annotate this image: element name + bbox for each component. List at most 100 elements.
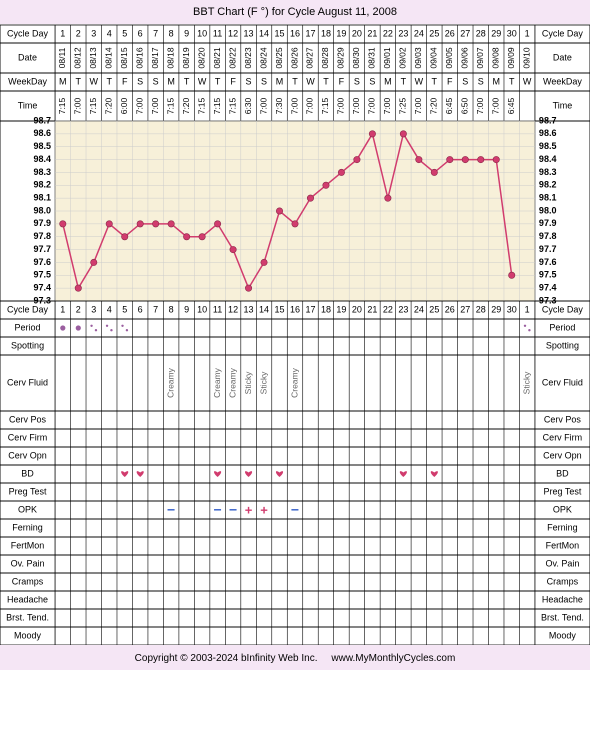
- svg-text:M: M: [167, 76, 175, 86]
- svg-text:OPK: OPK: [18, 504, 37, 514]
- svg-text:WeekDay: WeekDay: [8, 76, 47, 86]
- svg-text:Cerv Firm: Cerv Firm: [8, 432, 48, 442]
- svg-text:FertMon: FertMon: [11, 540, 45, 550]
- svg-text:08/11: 08/11: [57, 47, 67, 68]
- svg-text:98.2: 98.2: [34, 180, 52, 190]
- svg-text:W: W: [90, 76, 99, 86]
- svg-text:6:45: 6:45: [444, 97, 454, 114]
- svg-text:15: 15: [275, 304, 285, 314]
- svg-text:S: S: [478, 76, 484, 86]
- svg-text:Moody: Moody: [549, 630, 577, 640]
- svg-text:−: −: [291, 502, 299, 518]
- svg-text:20: 20: [352, 28, 362, 38]
- svg-text:Spotting: Spotting: [11, 340, 44, 350]
- svg-text:6:45: 6:45: [506, 97, 516, 114]
- svg-text:9: 9: [184, 304, 189, 314]
- svg-text:08/23: 08/23: [243, 47, 253, 69]
- svg-text:Cramps: Cramps: [547, 576, 579, 586]
- svg-text:26: 26: [445, 28, 455, 38]
- svg-text:7:00: 7:00: [367, 97, 377, 114]
- svg-text:08/29: 08/29: [336, 47, 346, 69]
- chart-container: BBT Chart (F °) for Cycle August 11, 200…: [0, 0, 590, 670]
- svg-text:OPK: OPK: [553, 504, 572, 514]
- svg-text:Creamy: Creamy: [227, 367, 237, 398]
- svg-text:S: S: [153, 76, 159, 86]
- svg-text:08/22: 08/22: [227, 47, 237, 69]
- svg-text:3: 3: [91, 304, 96, 314]
- svg-text:1: 1: [525, 28, 530, 38]
- svg-text:7:00: 7:00: [134, 97, 144, 114]
- svg-text:W: W: [198, 76, 207, 86]
- svg-text:1: 1: [525, 304, 530, 314]
- svg-text:Cramps: Cramps: [12, 576, 44, 586]
- svg-text:97.8: 97.8: [34, 231, 52, 241]
- svg-text:W: W: [306, 76, 315, 86]
- svg-text:09/10: 09/10: [521, 47, 531, 69]
- svg-text:Creamy: Creamy: [165, 367, 175, 398]
- svg-text:7:00: 7:00: [382, 97, 392, 114]
- svg-text:Brst. Tend.: Brst. Tend.: [6, 612, 49, 622]
- svg-text:8: 8: [169, 304, 174, 314]
- svg-text:97.9: 97.9: [539, 218, 557, 228]
- svg-text:97.8: 97.8: [539, 231, 557, 241]
- svg-text:09/02: 09/02: [398, 47, 408, 69]
- svg-text:08/25: 08/25: [274, 47, 284, 69]
- svg-text:21: 21: [367, 304, 377, 314]
- svg-text:29: 29: [491, 304, 501, 314]
- svg-text:98.6: 98.6: [539, 128, 557, 138]
- svg-text:08/21: 08/21: [212, 47, 222, 69]
- svg-text:T: T: [76, 76, 82, 86]
- svg-text:97.9: 97.9: [34, 218, 52, 228]
- svg-text:24: 24: [414, 304, 424, 314]
- svg-text:7:00: 7:00: [413, 97, 423, 114]
- svg-text:15: 15: [275, 28, 285, 38]
- svg-text:Preg Test: Preg Test: [9, 486, 47, 496]
- svg-text:7:15: 7:15: [227, 97, 237, 114]
- svg-text:T: T: [215, 76, 221, 86]
- svg-text:Sticky: Sticky: [243, 371, 253, 394]
- svg-text:F: F: [230, 76, 236, 86]
- svg-text:98.7: 98.7: [539, 115, 557, 125]
- svg-text:97.4: 97.4: [539, 283, 557, 293]
- svg-text:19: 19: [336, 28, 346, 38]
- svg-text:T: T: [323, 76, 329, 86]
- svg-text:Ferning: Ferning: [12, 522, 43, 532]
- svg-text:T: T: [292, 76, 298, 86]
- svg-text:1: 1: [60, 28, 65, 38]
- svg-text:23: 23: [398, 28, 408, 38]
- svg-text:W: W: [415, 76, 424, 86]
- svg-text:25: 25: [429, 28, 439, 38]
- svg-text:08/30: 08/30: [351, 47, 361, 69]
- svg-text:98.3: 98.3: [539, 167, 557, 177]
- svg-text:97.5: 97.5: [539, 270, 557, 280]
- svg-text:09/03: 09/03: [413, 47, 423, 69]
- svg-text:Period: Period: [549, 322, 575, 332]
- svg-text:98.0: 98.0: [34, 205, 52, 215]
- svg-text:T: T: [432, 76, 438, 86]
- svg-text:Headache: Headache: [542, 594, 583, 604]
- svg-text:08/12: 08/12: [73, 47, 83, 69]
- footer-link[interactable]: www.MyMonthlyCycles.com: [331, 653, 455, 664]
- footer-copyright: Copyright © 2003-2024 bInfinity Web Inc.: [135, 653, 318, 664]
- svg-text:M: M: [59, 76, 67, 86]
- svg-text:M: M: [276, 76, 284, 86]
- svg-text:Cerv Pos: Cerv Pos: [544, 414, 582, 424]
- svg-text:09/08: 09/08: [490, 47, 500, 69]
- svg-text:Time: Time: [18, 100, 38, 110]
- svg-text:08/16: 08/16: [134, 47, 144, 69]
- svg-text:25: 25: [429, 304, 439, 314]
- svg-text:7:25: 7:25: [398, 97, 408, 114]
- svg-text:−: −: [229, 502, 237, 518]
- svg-text:Date: Date: [553, 52, 572, 62]
- svg-text:Cerv Opn: Cerv Opn: [8, 450, 47, 460]
- svg-text:6: 6: [138, 304, 143, 314]
- svg-text:12: 12: [228, 28, 238, 38]
- svg-text:98.7: 98.7: [34, 115, 52, 125]
- svg-text:08/17: 08/17: [150, 47, 160, 69]
- svg-text:11: 11: [213, 28, 222, 38]
- svg-text:Spotting: Spotting: [546, 340, 579, 350]
- svg-text:08/20: 08/20: [196, 47, 206, 69]
- svg-text:09/07: 09/07: [475, 47, 485, 69]
- svg-text:98.3: 98.3: [34, 167, 52, 177]
- svg-text:2: 2: [76, 304, 81, 314]
